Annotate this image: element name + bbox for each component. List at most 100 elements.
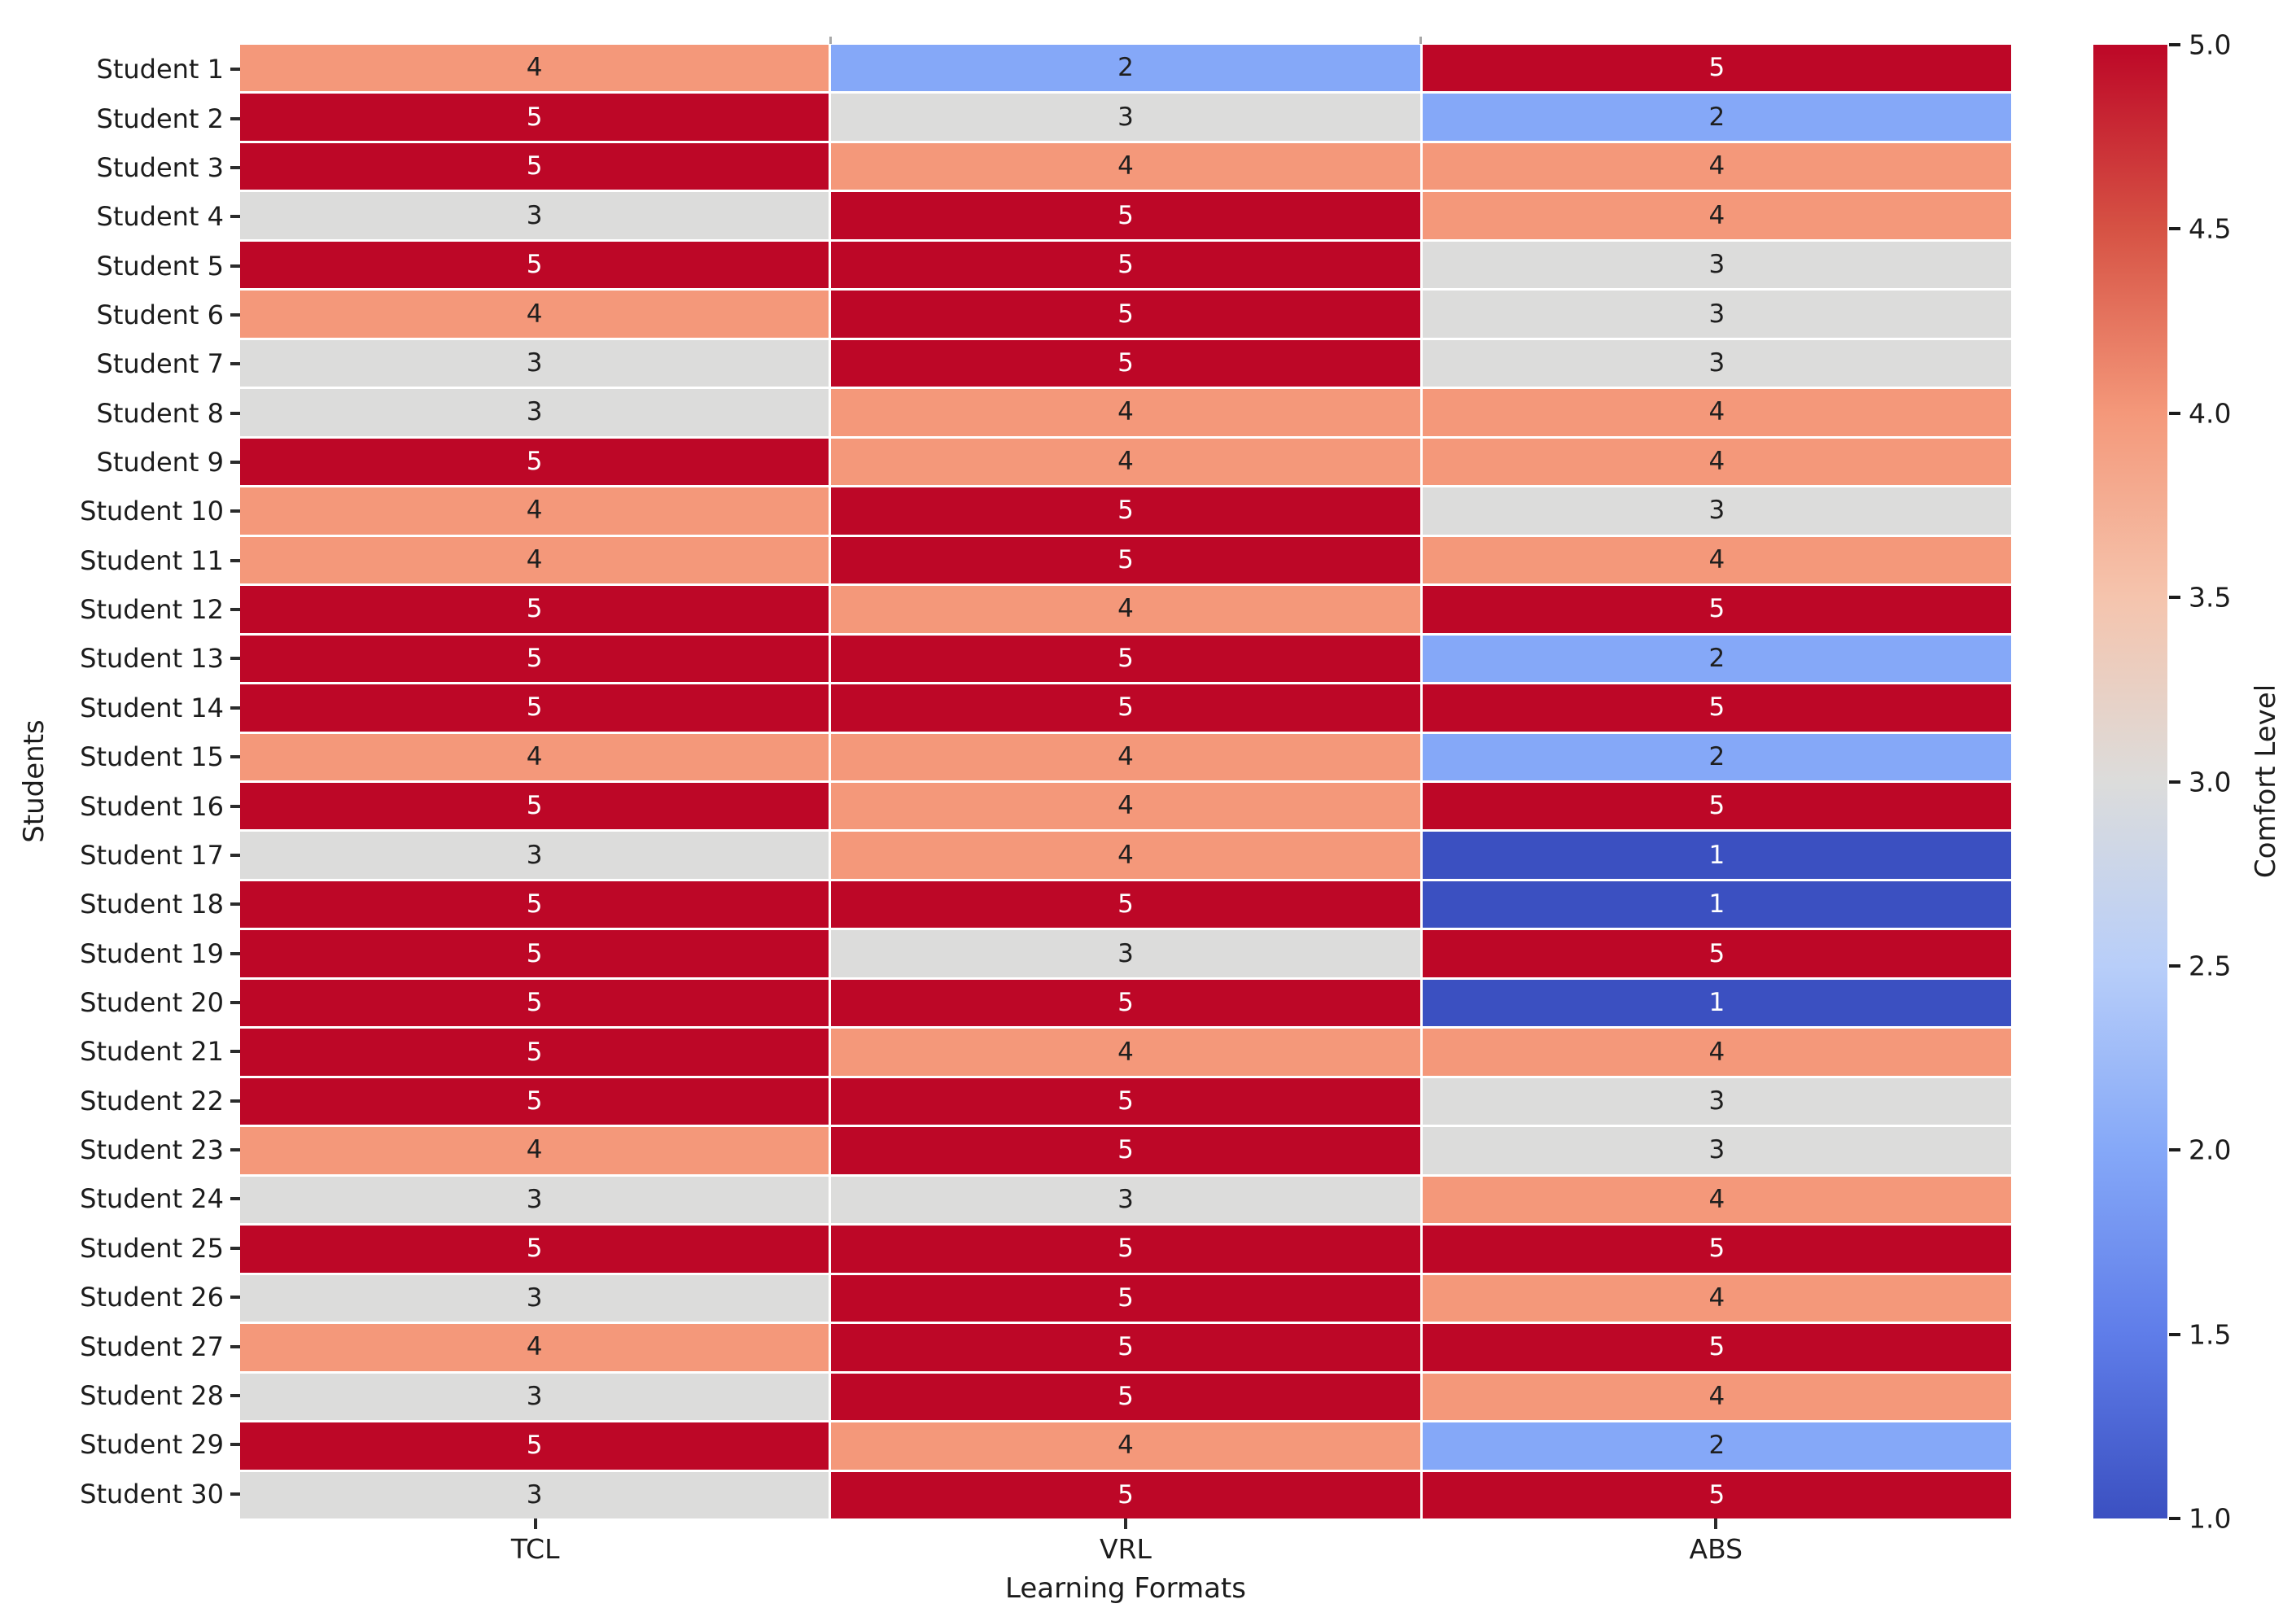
y-tick-label-text: Student 13	[80, 643, 224, 675]
heatmap-cell: 5	[240, 1077, 829, 1125]
heatmap-cell: 1	[1422, 832, 2011, 879]
heatmap-cell: 5	[240, 1029, 829, 1076]
cell-value: 3	[1708, 299, 1725, 329]
cell-value: 4	[1117, 446, 1134, 476]
heatmap-cell: 2	[1422, 94, 2011, 141]
cell-value: 3	[1117, 938, 1134, 968]
colorbar-tick-label: 3.0	[2189, 766, 2232, 797]
heatmap-cell: 5	[831, 1077, 1420, 1125]
heatmap-cell: 4	[1422, 389, 2011, 436]
y-tick-label: Student 6	[0, 291, 240, 339]
cell-value: 4	[1708, 200, 1725, 230]
x-ticks	[240, 1518, 2011, 1529]
heatmap-cell: 4	[1422, 1274, 2011, 1322]
y-tick-mark	[230, 461, 240, 465]
cell-value: 4	[1117, 397, 1134, 427]
colorbar-tick-label: 2.5	[2189, 950, 2232, 982]
cell-value: 3	[526, 200, 543, 230]
y-tick-label: Student 28	[0, 1371, 240, 1420]
y-tick-label-text: Student 29	[80, 1429, 224, 1461]
cell-value: 4	[526, 299, 543, 329]
y-tick-mark	[230, 1197, 240, 1201]
y-tick-mark	[230, 706, 240, 710]
heatmap-cell: 3	[831, 930, 1420, 977]
heatmap-cell: 5	[831, 339, 1420, 387]
cell-value: 3	[526, 1184, 543, 1214]
y-tick-label: Student 10	[0, 487, 240, 535]
cell-value: 4	[1117, 1431, 1134, 1461]
cell-value: 5	[526, 791, 543, 821]
heatmap-cell: 5	[240, 684, 829, 732]
heatmap-cell: 5	[240, 94, 829, 141]
cell-value: 3	[526, 397, 543, 427]
cell-value: 5	[1117, 988, 1134, 1018]
cell-value: 5	[526, 1086, 543, 1116]
cell-value: 5	[526, 1431, 543, 1461]
heatmap-cell: 2	[1422, 1422, 2011, 1470]
cell-value: 5	[1117, 1381, 1134, 1411]
heatmap-cell: 3	[1422, 339, 2011, 387]
y-tick-mark	[230, 1050, 240, 1054]
cell-value: 5	[1708, 53, 1725, 83]
y-tick-mark	[230, 165, 240, 169]
cell-value: 4	[1708, 446, 1725, 476]
heatmap-cell: 5	[240, 979, 829, 1027]
cell-value: 5	[1708, 938, 1725, 968]
y-tick-label-text: Student 19	[80, 937, 224, 969]
x-tick-mark	[533, 1518, 537, 1529]
y-tick-label-text: Student 5	[96, 250, 225, 282]
y-tick-mark	[230, 1492, 240, 1496]
y-tick-mark	[230, 264, 240, 268]
y-tick-label-text: Student 4	[96, 201, 225, 233]
heatmap-cell: 4	[831, 438, 1420, 486]
cell-value: 5	[526, 594, 543, 624]
colorbar-tick-mark	[2169, 780, 2180, 784]
y-tick-label: Student 15	[0, 732, 240, 781]
cell-value: 5	[1117, 299, 1134, 329]
cell-value: 5	[1117, 643, 1134, 673]
y-tick-mark	[230, 902, 240, 907]
cell-value: 2	[1708, 1431, 1725, 1461]
heatmap-cell: 5	[240, 142, 829, 190]
heatmap-cell: 2	[831, 45, 1420, 92]
colorbar-tick-label: 4.5	[2189, 212, 2232, 245]
y-tick-label: Student 27	[0, 1322, 240, 1370]
cell-value: 5	[1117, 1332, 1134, 1362]
cell-value: 3	[526, 1282, 543, 1313]
y-tick-mark	[230, 558, 240, 562]
heatmap-cell: 5	[831, 684, 1420, 732]
heatmap-cell: 5	[1422, 45, 2011, 92]
cell-value: 5	[526, 693, 543, 723]
heatmap-cell: 4	[1422, 1176, 2011, 1224]
heatmap-cell: 5	[831, 536, 1420, 584]
y-tick-label: Student 14	[0, 684, 240, 732]
y-tick-label: Student 16	[0, 781, 240, 830]
colorbar-tick-mark	[2169, 43, 2180, 46]
colorbar-tick-label: 2.0	[2189, 1134, 2232, 1166]
cell-value: 5	[1708, 1332, 1725, 1362]
colorbar-tick-label: 1.0	[2189, 1502, 2232, 1535]
cell-value: 4	[1117, 151, 1134, 181]
heatmap-cell: 5	[831, 635, 1420, 683]
cell-value: 5	[1117, 1086, 1134, 1116]
heatmap-grid: 4 2 5 5 3 2 5 4 4 3 5 4 5 5 3 4 5 3 3 5 3 3 4 4 5 4 4 4 5 3 4 5 4 5 4 5 5 5 2 5…	[240, 45, 2011, 1518]
heatmap-cell: 3	[240, 192, 829, 239]
cell-value: 4	[1117, 791, 1134, 821]
y-tick-label: Student 24	[0, 1174, 240, 1223]
colorbar-tick-label: 3.5	[2189, 581, 2232, 614]
cell-value: 4	[1117, 741, 1134, 771]
heatmap-cell: 4	[240, 733, 829, 780]
cell-value: 2	[1117, 53, 1134, 83]
cell-value: 3	[1708, 1135, 1725, 1165]
y-tick-label-text: Student 3	[96, 151, 225, 183]
heatmap-cell: 4	[240, 45, 829, 92]
cell-value: 5	[1708, 791, 1725, 821]
heatmap-cell: 3	[831, 1176, 1420, 1224]
heatmap-cell: 4	[831, 783, 1420, 830]
heatmap-cell: 3	[240, 832, 829, 879]
heatmap-cell: 3	[1422, 1077, 2011, 1125]
heatmap-cell: 3	[240, 1471, 829, 1518]
cell-value: 3	[526, 840, 543, 870]
top-tick	[829, 37, 832, 44]
cell-value: 2	[1708, 102, 1725, 132]
